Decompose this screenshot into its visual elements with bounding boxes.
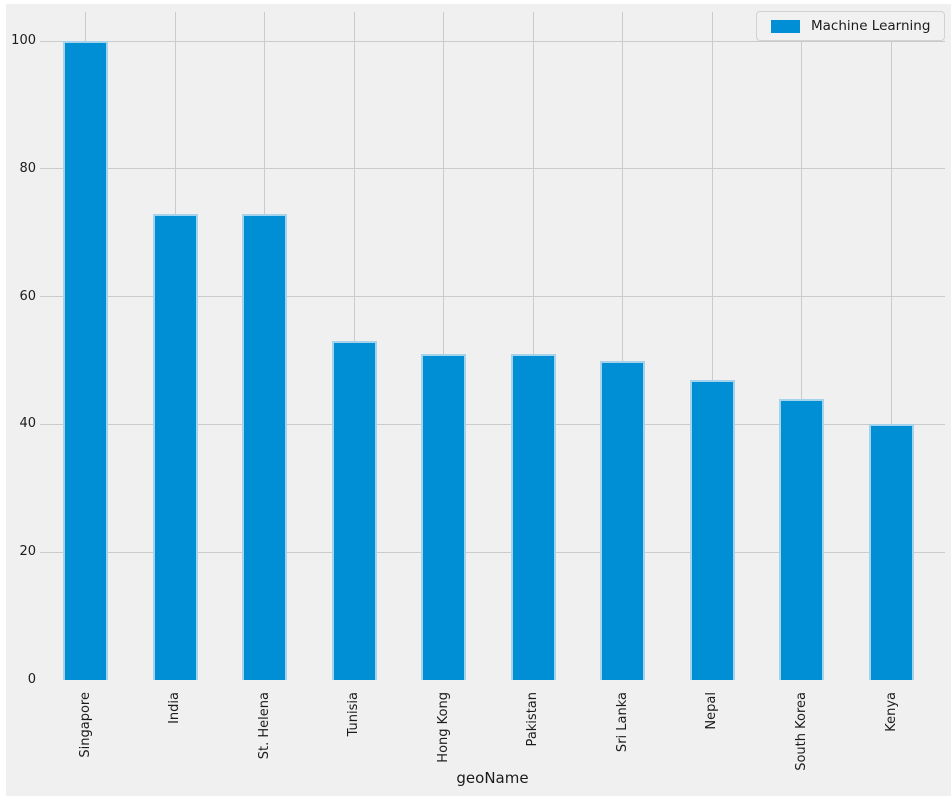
gridline-v-Sri Lanka <box>622 12 624 680</box>
legend-series-label: Machine Learning <box>811 18 931 34</box>
bar-india <box>152 213 198 680</box>
gridline-h-40 <box>40 423 945 425</box>
bar-tunisia <box>331 341 377 680</box>
y-tick-label-0: 0 <box>27 672 36 687</box>
gridline-v-Kenya <box>891 12 893 680</box>
gridline-h-80 <box>40 168 945 170</box>
y-tick-label-40: 40 <box>19 416 36 432</box>
figure: 0 20 40 60 80 100 Singapore India St. Helena Tun… <box>6 4 951 796</box>
bar-kenya <box>869 424 915 680</box>
bar-south-korea <box>779 398 825 680</box>
gridline-v-Hong Kong <box>443 12 445 680</box>
legend-color-swatch-icon <box>771 19 800 33</box>
bar-singapore <box>63 41 108 680</box>
gridline-h-100 <box>40 40 945 42</box>
gridline-h-60 <box>40 296 945 298</box>
x-tick-label: Singapore <box>77 692 93 758</box>
x-tick-label: Hong Kong <box>435 692 451 763</box>
bar-nepal <box>689 379 735 680</box>
legend: Machine Learning <box>756 11 945 41</box>
x-tick-label: St. Helena <box>256 692 272 760</box>
bar-hong-kong <box>421 354 467 680</box>
gridline-v-South Korea <box>801 12 803 680</box>
x-tick-label: South Korea <box>793 692 809 771</box>
x-tick-label: Nepal <box>704 692 720 730</box>
gridline-v-Pakistan <box>532 12 534 680</box>
x-tick-label: Kenya <box>883 692 899 732</box>
bar-pakistan <box>510 354 556 680</box>
y-tick-label-60: 60 <box>19 288 36 304</box>
x-axis-label: geoName <box>456 769 529 787</box>
x-tick-label: India <box>167 692 183 724</box>
y-tick-label-20: 20 <box>19 544 36 560</box>
x-tick-label: Pakistan <box>525 692 541 747</box>
x-axis-tick-labels: Singapore India St. Helena Tunisia Hong Kong… <box>6 4 951 796</box>
bars-layer <box>6 4 951 796</box>
gridline-h-20 <box>40 551 945 553</box>
y-tick-label-100: 100 <box>11 33 36 48</box>
gridline-v-Nepal <box>711 12 713 680</box>
y-axis-tick-labels: 0 20 40 60 80 100 <box>6 4 951 796</box>
x-tick-label: Tunisia <box>346 692 362 737</box>
x-tick-label: Sri Lanka <box>614 692 630 753</box>
y-tick-label-80: 80 <box>19 160 36 176</box>
bar-sri-lanka <box>600 360 646 680</box>
bar-st-helena <box>242 213 288 680</box>
